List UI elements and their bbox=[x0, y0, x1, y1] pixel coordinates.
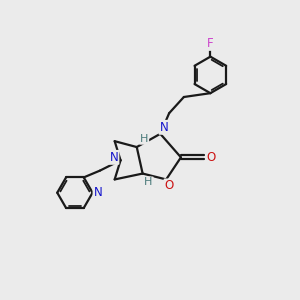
Text: N: N bbox=[160, 121, 168, 134]
Text: H: H bbox=[140, 134, 148, 144]
Text: F: F bbox=[207, 37, 214, 50]
Text: O: O bbox=[206, 151, 216, 164]
Text: N: N bbox=[110, 151, 118, 164]
Text: H: H bbox=[144, 177, 153, 188]
Text: N: N bbox=[94, 186, 102, 199]
Text: O: O bbox=[164, 179, 174, 192]
